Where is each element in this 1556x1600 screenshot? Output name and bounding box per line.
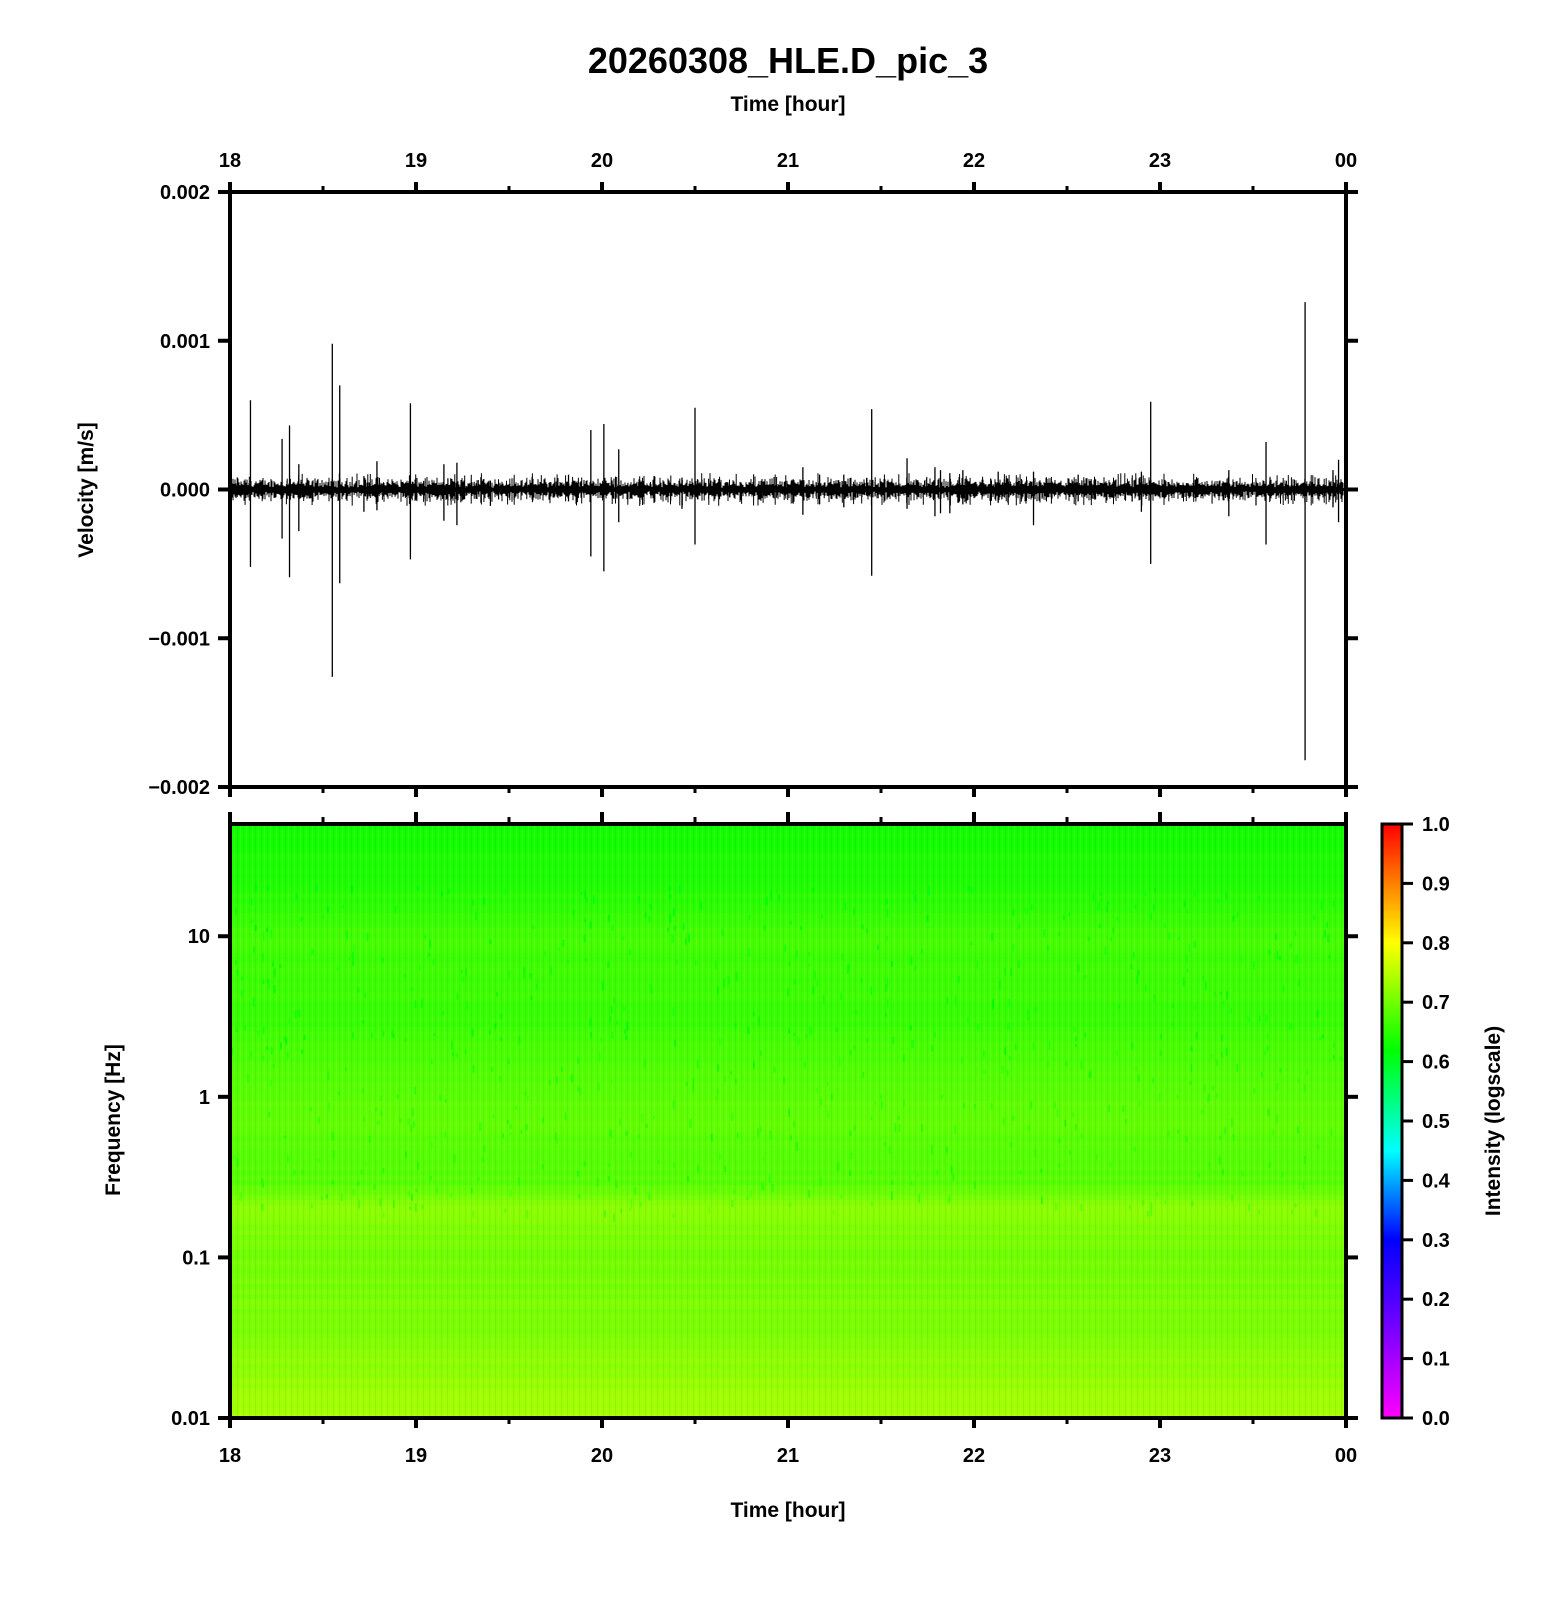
velocity-axis-label: Velocity [m/s] <box>75 422 98 557</box>
spectrogram-panel: 10 1 0.1 0.01 18 19 20 21 22 23 00 Frequency [Hz]… <box>102 812 1358 1522</box>
waveform-panel: 18 19 20 21 22 23 00 0.002 0.001 0.000 −0.001 −0.0… <box>75 150 1358 799</box>
colorbar-tick-label: 0.0 <box>1422 1408 1450 1430</box>
top-x-tick-label: 00 <box>1335 150 1357 172</box>
bottom-x-tick-label: 19 <box>405 1445 427 1467</box>
velocity-y-tick-label: −0.001 <box>148 628 210 650</box>
velocity-y-tick-label: −0.002 <box>148 777 210 799</box>
colorbar-ticks: 0.0 0.1 0.2 0.3 0.4 0.5 0.6 0.7 0.8 0.9 1.0 <box>1402 814 1451 1430</box>
top-x-tick-labels: 18 19 20 21 22 23 00 <box>219 150 1357 172</box>
chart-title: 20260308_HLE.D_pic_3 <box>588 40 988 81</box>
velocity-y-tick-labels: 0.002 0.001 0.000 −0.001 −0.002 <box>148 182 210 799</box>
bottom-x-tick-label: 22 <box>963 1445 985 1467</box>
top-x-tick-label: 22 <box>963 150 985 172</box>
waveform-spikes <box>249 302 1340 761</box>
colorbar-tick-label: 0.5 <box>1422 1111 1450 1133</box>
velocity-y-tick-label: 0.000 <box>160 480 210 502</box>
bottom-x-tick-label: 18 <box>219 1445 241 1467</box>
frequency-y-tick-label: 0.1 <box>182 1247 210 1269</box>
frequency-axis-label: Frequency [Hz] <box>102 1044 125 1196</box>
colorbar-label: Intensity (logscale) <box>1482 1026 1505 1216</box>
colorbar-tick-label: 1.0 <box>1422 814 1450 836</box>
bottom-x-tick-labels: 18 19 20 21 22 23 00 <box>219 1445 1357 1467</box>
colorbar-tick-label: 0.4 <box>1422 1170 1451 1192</box>
bottom-x-tick-label: 23 <box>1149 1445 1171 1467</box>
top-x-tick-label: 21 <box>777 150 799 172</box>
frequency-y-tick-label: 1 <box>199 1087 210 1109</box>
spectrogram-texture <box>230 824 1346 1418</box>
colorbar-tick-label: 0.3 <box>1422 1230 1450 1252</box>
top-x-tick-label: 20 <box>591 150 613 172</box>
bottom-x-tick-label: 20 <box>591 1445 613 1467</box>
colorbar-tick-label: 0.2 <box>1422 1289 1450 1311</box>
top-x-tick-label: 23 <box>1149 150 1171 172</box>
bottom-x-axis-label: Time [hour] <box>730 1499 845 1522</box>
bottom-x-tick-label: 21 <box>777 1445 799 1467</box>
colorbar-tick-label: 0.9 <box>1422 873 1450 895</box>
bottom-x-tick-label: 00 <box>1335 1445 1357 1467</box>
colorbar: 0.0 0.1 0.2 0.3 0.4 0.5 0.6 0.7 0.8 0.9 1.0 Intens… <box>1380 814 1505 1430</box>
velocity-y-tick-label: 0.001 <box>160 331 210 353</box>
colorbar-tick-label: 0.7 <box>1422 992 1450 1014</box>
spectrogram-tick-marks <box>218 812 1358 1428</box>
velocity-y-tick-label: 0.002 <box>160 182 210 204</box>
frequency-y-tick-labels: 10 1 0.1 0.01 <box>171 926 210 1430</box>
frequency-y-tick-label: 10 <box>188 926 210 948</box>
colorbar-tick-label: 0.8 <box>1422 933 1450 955</box>
top-x-axis-label: Time [hour] <box>730 93 845 116</box>
top-x-tick-label: 18 <box>219 150 241 172</box>
frequency-y-tick-label: 0.01 <box>171 1408 210 1430</box>
colorbar-tick-label: 0.1 <box>1422 1349 1450 1371</box>
top-x-tick-label: 19 <box>405 150 427 172</box>
waveform-tick-marks <box>218 182 1358 797</box>
colorbar-gradient <box>1380 822 1404 1420</box>
colorbar-tick-label: 0.6 <box>1422 1052 1450 1074</box>
